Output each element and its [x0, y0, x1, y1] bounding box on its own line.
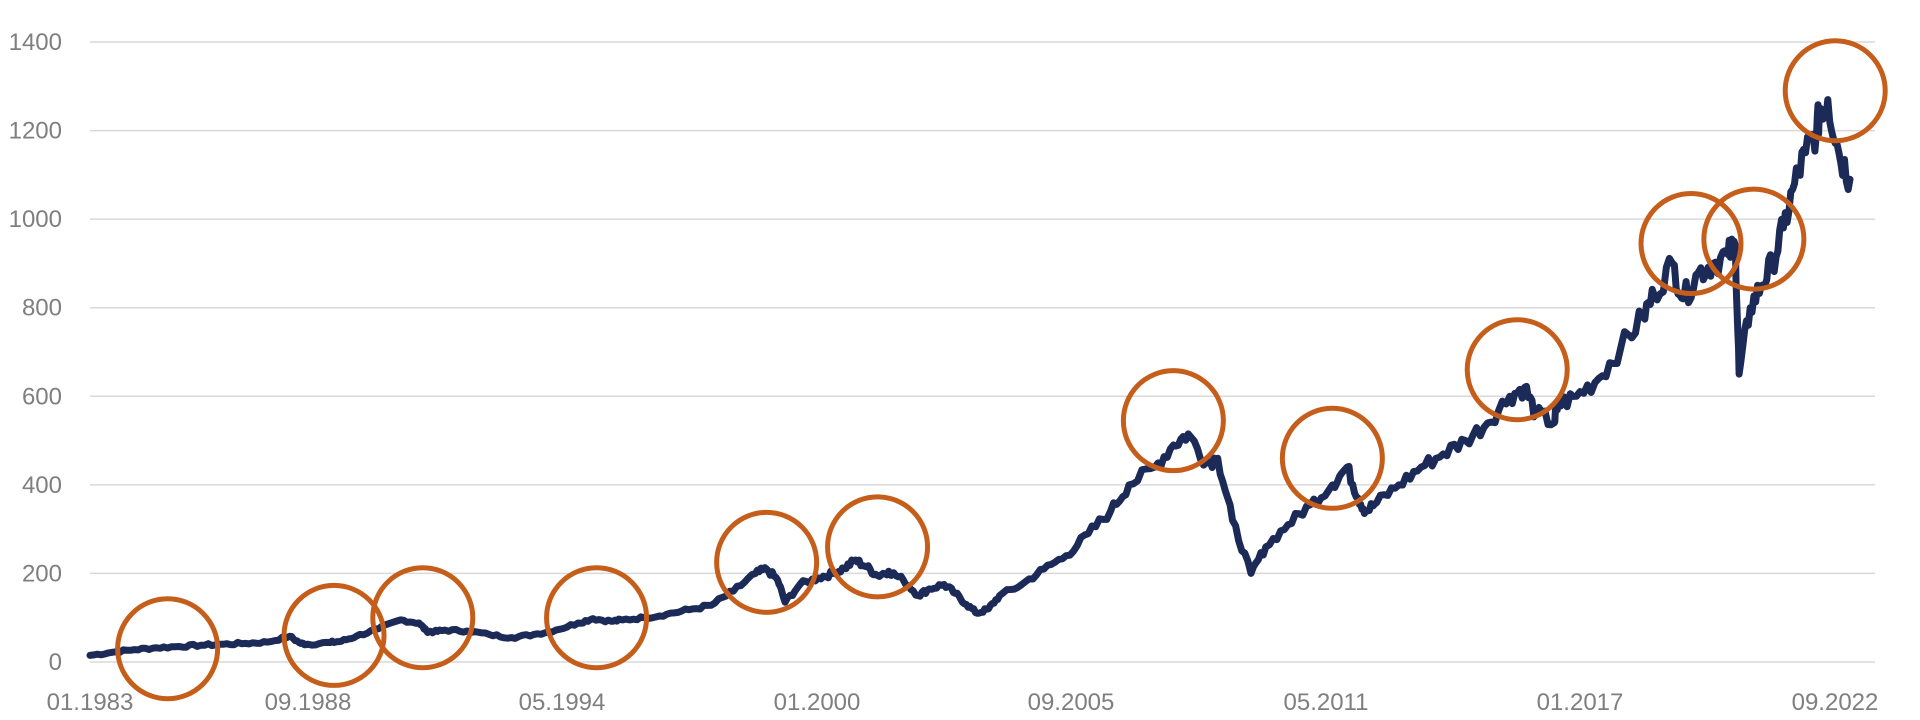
y-tick-label: 800	[22, 295, 62, 322]
y-tick-label: 400	[22, 472, 62, 499]
highlight-circle-1	[281, 582, 387, 688]
y-tick-label: 0	[49, 649, 62, 676]
x-tick-label: 09.1988	[265, 689, 352, 716]
y-tick-label: 1400	[9, 29, 62, 56]
series-lines	[86, 96, 1854, 659]
highlight-circle-4	[714, 509, 820, 615]
highlight-circle-0	[115, 596, 221, 702]
x-tick-label: 05.2011	[1284, 689, 1369, 716]
y-tick-label: 200	[22, 560, 62, 587]
highlight-circle-2	[370, 565, 476, 671]
x-tick-label: 01.2017	[1537, 689, 1624, 716]
x-tick-label: 05.1994	[519, 689, 606, 716]
y-tick-label: 1000	[9, 206, 62, 233]
x-tick-label: 01.1983	[47, 689, 134, 716]
highlight-circle-5	[825, 494, 931, 600]
x-tick-label: 01.2000	[774, 689, 861, 716]
y-axis-tick-labels: 0 200 400 600 800 1000 1200 1400	[9, 29, 62, 676]
series-line-0	[86, 96, 1854, 659]
highlight-circle-8	[1464, 317, 1570, 423]
highlight-circle-7	[1279, 405, 1385, 511]
highlight-circle-6	[1120, 368, 1226, 474]
x-axis-tick-labels: 01.1983 09.1988 05.1994 01.2000 09.2005 05.20…	[47, 689, 1879, 716]
highlight-circle-3	[544, 565, 650, 671]
gridlines	[90, 41, 1875, 663]
highlight-circles	[115, 38, 1888, 702]
highlight-circle-11	[1782, 38, 1888, 144]
y-tick-label: 600	[22, 383, 62, 410]
highlight-circle-10	[1701, 186, 1807, 292]
x-tick-label: 09.2005	[1028, 689, 1115, 716]
y-tick-label: 1200	[9, 118, 62, 145]
highlight-circle-9	[1638, 191, 1744, 296]
x-tick-label: 09.2022	[1792, 689, 1879, 716]
